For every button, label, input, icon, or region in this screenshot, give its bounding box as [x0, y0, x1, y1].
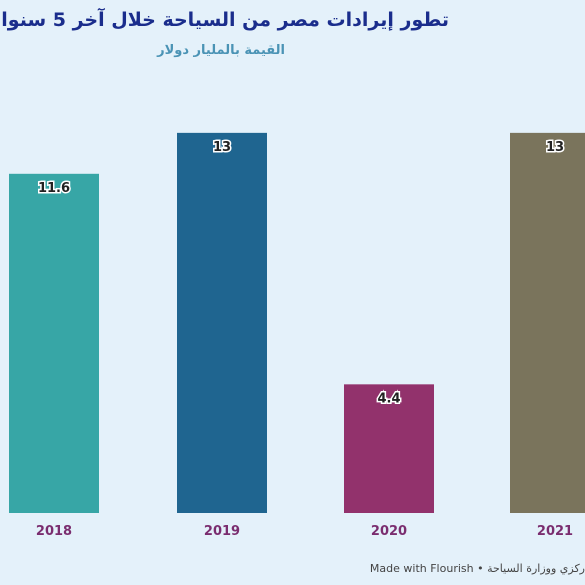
chart-subtitle: القيمة بالمليار دولار — [157, 43, 285, 58]
bar-value-label-2019: 13 — [213, 140, 231, 155]
source-note: ركزي ووزارة السياحة — [487, 562, 585, 575]
bar-value-label-2020: 4.4 — [377, 391, 400, 406]
x-tick-label-2019: 2019 — [204, 524, 240, 539]
x-tick-label-2020: 2020 — [371, 524, 407, 539]
bar-value-label-2021: 13 — [546, 140, 564, 155]
bar-2021[interactable] — [510, 132, 585, 514]
x-tick-label-2018: 2018 — [36, 524, 72, 539]
bar-2019[interactable] — [177, 132, 267, 514]
bar-value-label-2018: 11.6 — [38, 181, 70, 196]
footer-separator: • — [477, 562, 484, 575]
bar-2018[interactable] — [9, 173, 99, 514]
chart-title: تطور إيرادات مصر من السياحة خلال آخر 5 س… — [0, 9, 449, 31]
footer: Made with Flourish • ركزي ووزارة السياحة — [370, 562, 585, 575]
flourish-credit[interactable]: Made with Flourish — [369, 562, 474, 575]
x-tick-label-2021: 2021 — [537, 524, 573, 539]
bar-2020[interactable] — [344, 384, 434, 513]
